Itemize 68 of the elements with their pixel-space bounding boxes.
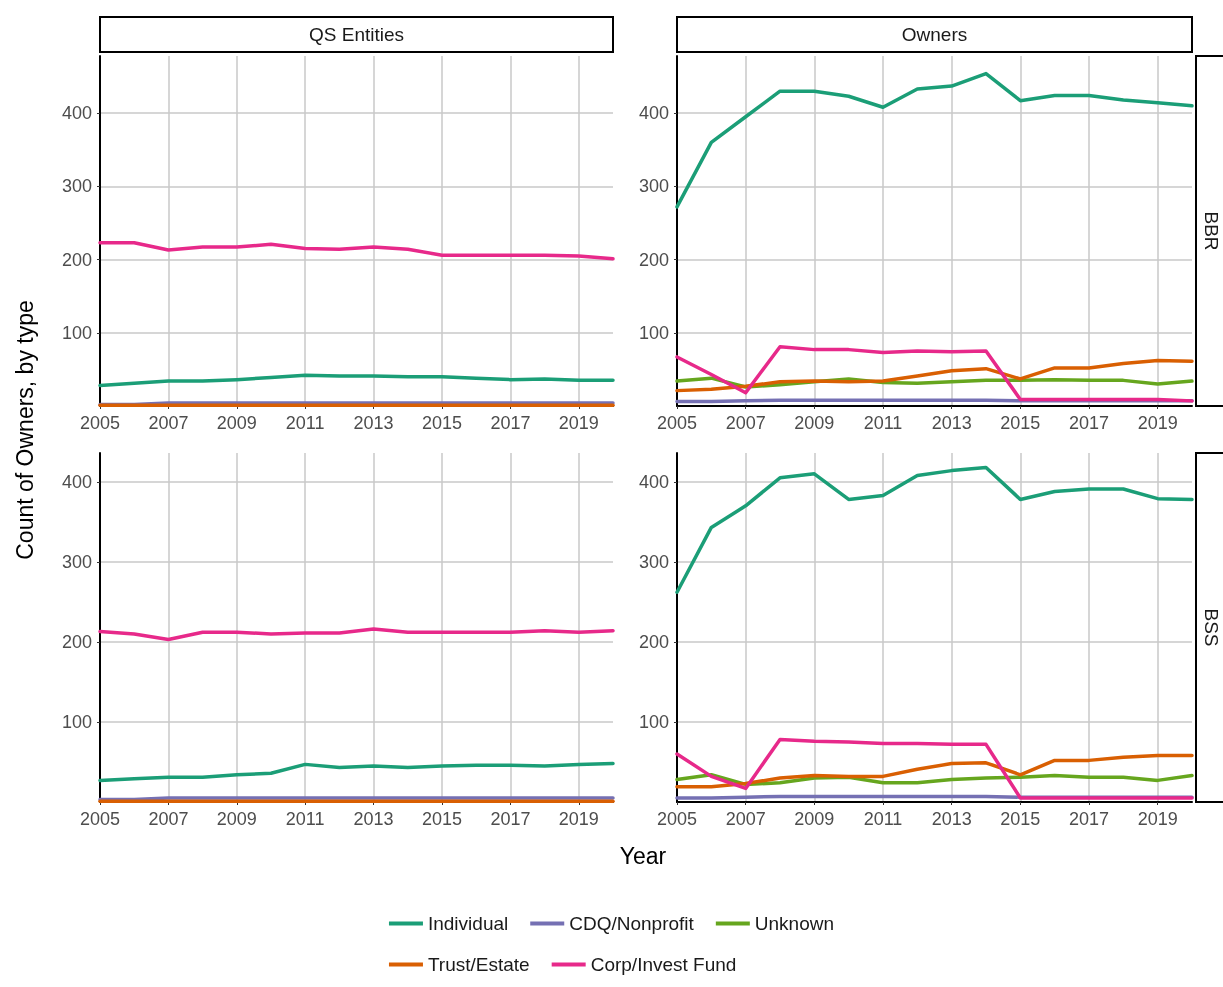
line-series <box>98 761 615 783</box>
y-tick-label: 100 <box>638 711 669 732</box>
text: BSS <box>1200 608 1222 647</box>
x-tick-label: 2011 <box>863 809 903 829</box>
chart-title: QS Entities <box>308 24 405 45</box>
x-tick-label: 2015 <box>1000 413 1041 433</box>
line-series <box>675 344 1194 403</box>
y-tick-label: 200 <box>638 249 669 270</box>
y-tick-label: 200 <box>638 631 669 652</box>
x-tick-label: 2005 <box>79 413 121 433</box>
legend-label: CDQ/Nonprofit <box>569 913 695 934</box>
legend-label: Individual <box>427 913 509 934</box>
x-tick-label: 2009 <box>216 413 257 433</box>
y-axis-title: Count of Owners, by type <box>12 300 38 560</box>
y-tick-label: 100 <box>638 322 669 343</box>
x-tick-label: 2005 <box>656 413 698 433</box>
x-tick-label: 2007 <box>148 809 189 829</box>
x-tick-label: 2011 <box>285 413 325 433</box>
line-series <box>98 373 615 388</box>
x-tick-label: 2009 <box>794 413 835 433</box>
chart-title: Owners <box>901 24 968 45</box>
x-tick-label: 2017 <box>490 413 531 433</box>
line-series <box>675 71 1194 209</box>
x-tick-label: 2013 <box>353 413 394 433</box>
x-tick-label: 2011 <box>285 809 325 829</box>
line-series <box>675 358 1194 393</box>
x-tick-label: 2013 <box>353 809 394 829</box>
line-series <box>675 465 1194 595</box>
x-axis-title: Year <box>619 843 667 869</box>
x-tick-label: 2017 <box>490 809 531 829</box>
line-series <box>98 627 615 642</box>
x-tick-label: 2015 <box>421 413 463 433</box>
x-tick-label: 2013 <box>931 413 972 433</box>
x-tick-label: 2017 <box>1068 413 1110 433</box>
x-tick-label: 2011 <box>863 413 903 433</box>
x-tick-label: 2017 <box>1068 809 1110 829</box>
y-tick-label: 100 <box>61 322 92 343</box>
x-tick-label: 2013 <box>931 809 972 829</box>
y-tick-label: 200 <box>61 249 92 270</box>
x-tick-label: 2019 <box>1137 413 1178 433</box>
x-tick-label: 2005 <box>656 809 698 829</box>
x-tick-label: 2007 <box>148 413 189 433</box>
line-series <box>675 753 1194 789</box>
y-tick-label: 200 <box>61 631 92 652</box>
y-tick-label: 400 <box>61 471 92 492</box>
x-tick-label: 2015 <box>1000 809 1041 829</box>
x-tick-label: 2009 <box>794 809 835 829</box>
x-tick-label: 2019 <box>558 413 599 433</box>
x-tick-label: 2015 <box>421 809 463 829</box>
x-tick-label: 2019 <box>558 809 599 829</box>
y-tick-label: 300 <box>61 176 92 197</box>
x-tick-label: 2005 <box>79 809 121 829</box>
text: BBR <box>1200 211 1222 251</box>
y-tick-label: 300 <box>638 551 669 572</box>
x-tick-label: 2007 <box>725 809 766 829</box>
y-tick-label: 400 <box>638 471 669 492</box>
legend-label: Trust/Estate <box>427 954 530 975</box>
line-series <box>98 240 615 261</box>
x-tick-label: 2009 <box>216 809 257 829</box>
x-tick-label: 2007 <box>725 413 766 433</box>
y-tick-label: 400 <box>638 103 669 124</box>
legend-label: Corp/Invest Fund <box>590 954 737 975</box>
y-tick-label: 300 <box>638 176 669 197</box>
x-tick-label: 2019 <box>1137 809 1178 829</box>
y-tick-label: 300 <box>61 551 92 572</box>
y-tick-label: 100 <box>61 711 92 732</box>
y-tick-label: 400 <box>61 103 92 124</box>
legend-label: Unknown <box>754 913 835 934</box>
